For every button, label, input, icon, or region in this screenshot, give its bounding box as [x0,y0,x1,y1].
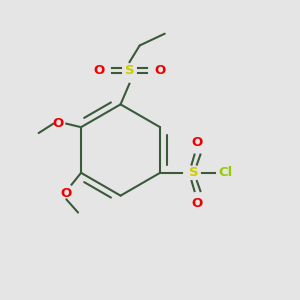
Text: O: O [191,136,203,149]
Text: S: S [189,166,199,179]
Text: O: O [154,64,165,77]
Text: S: S [124,64,134,77]
Text: O: O [61,187,72,200]
Text: O: O [53,117,64,130]
Text: O: O [191,197,203,210]
Text: O: O [93,64,105,77]
Text: Cl: Cl [218,166,233,179]
